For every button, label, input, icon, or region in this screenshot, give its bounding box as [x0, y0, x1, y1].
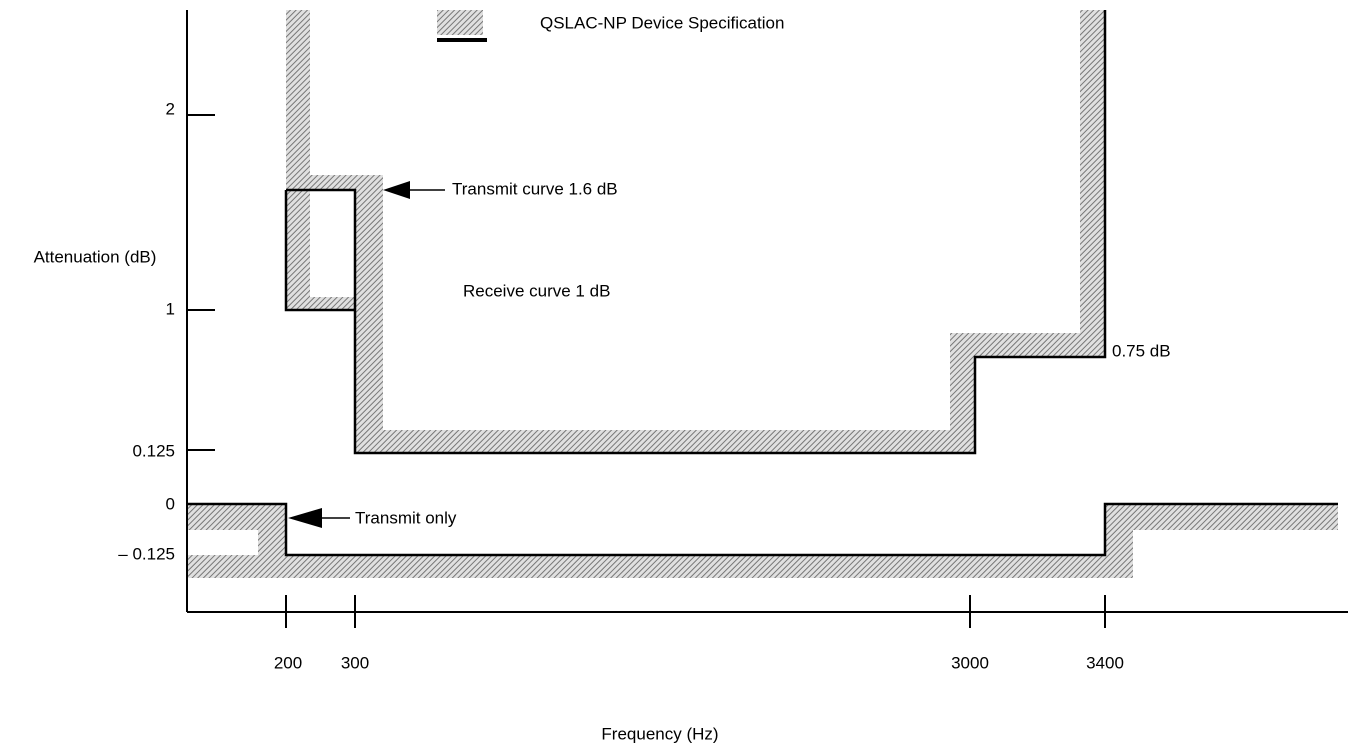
x-tick-label: 200: [274, 653, 302, 672]
arrow: [383, 181, 445, 199]
legend-label: QSLAC-NP Device Specification: [540, 13, 784, 32]
annotation: 0.75 dB: [1112, 341, 1171, 360]
x-axis-label: Frequency (Hz): [601, 724, 718, 743]
y-axis-label: Attenuation (dB): [34, 247, 157, 266]
y-tick-label: 1: [166, 299, 175, 318]
y-tick-label: 0.125: [132, 441, 175, 460]
y-tick-label: 2: [166, 99, 175, 118]
x-tick-label: 3000: [951, 653, 989, 672]
y-tick-label: 0: [166, 494, 175, 513]
legend-swatch: [437, 10, 483, 35]
axes: [186, 10, 1348, 628]
y-tick-label: – 0.125: [118, 544, 175, 563]
arrow: [288, 508, 350, 528]
annotation: Transmit only: [355, 508, 457, 527]
x-tick-label: 300: [341, 653, 369, 672]
spec-curves: [187, 10, 1338, 557]
mask-hatch: [187, 10, 1338, 578]
x-tick-label: 3400: [1086, 653, 1124, 672]
annotation: Receive curve 1 dB: [463, 281, 610, 300]
annotation: Transmit curve 1.6 dB: [452, 179, 618, 198]
